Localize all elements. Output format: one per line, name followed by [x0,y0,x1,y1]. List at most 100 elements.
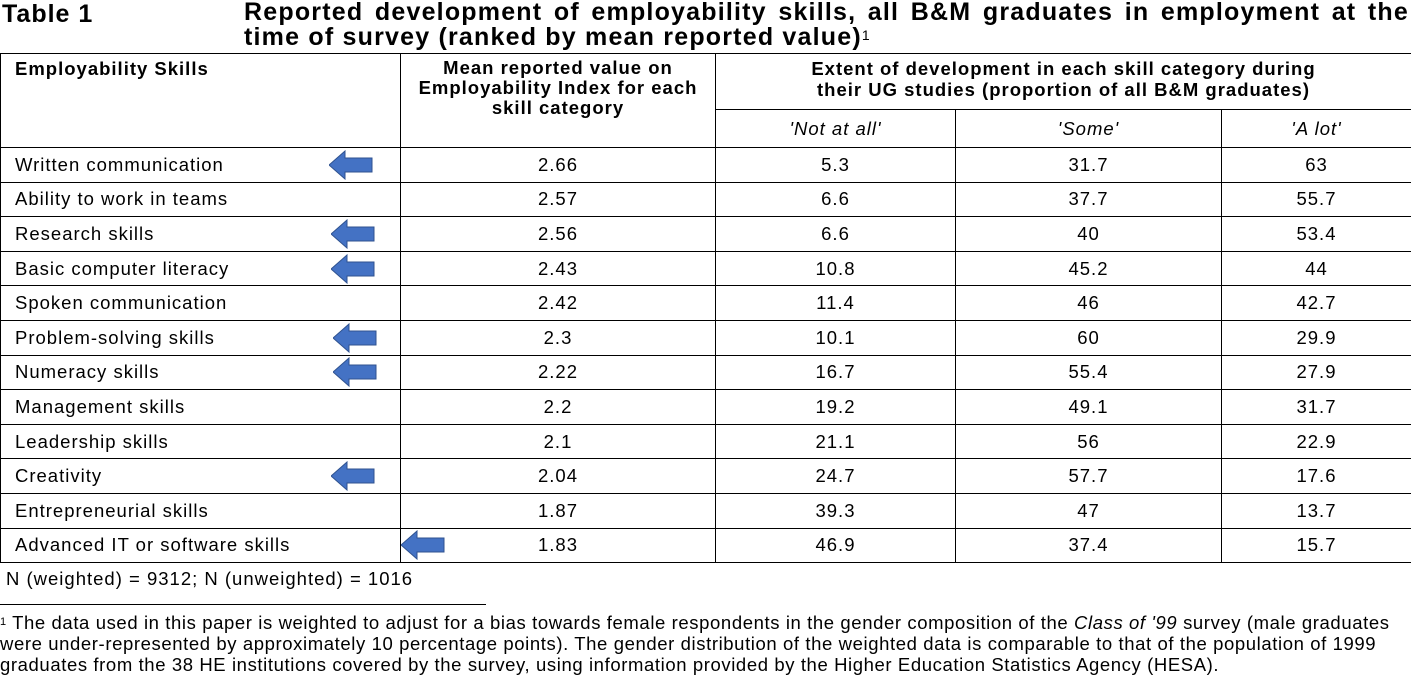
mean-cell-text: 2.57 [537,188,578,210]
a-lot-cell-text: 13.7 [1296,499,1337,521]
some-cell-text: 47 [1077,499,1100,521]
mean-cell-text: 2.22 [537,361,578,383]
a-lot-cell-text: 53.4 [1296,222,1337,244]
skill-cell-text: Ability to work in teams [15,188,229,210]
table-row: Management skills 2.2 19.2 49.1 31.7 [0,389,1411,425]
footnote-text-after: survey (male graduates were under-repres… [0,612,1390,675]
some-cell-text: 49.1 [1068,395,1109,417]
some-cell-text: 56 [1077,430,1100,452]
not-at-all-cell: 10.1 [715,319,956,356]
header-not-at-all: 'Not at all' [715,109,956,148]
mean-cell: 2.22 [400,354,716,391]
mean-cell: 2.43 [400,250,716,287]
not-at-all-cell-text: 6.6 [821,222,850,244]
footnote-text-before: The data used in this paper is weighted … [12,612,1075,633]
skill-cell: Leadership skills [0,423,401,460]
skill-cell-text: Problem-solving skills [15,326,215,348]
skill-cell-text: Research skills [15,222,155,244]
footnote-number: 1 [0,616,7,628]
a-lot-cell: 31.7 [1221,389,1411,425]
a-lot-cell: 44 [1221,250,1411,287]
table-body: Written communication 2.66 5.3 31.7 63 Abilit… [0,147,1411,564]
footnote-ref[interactable]: 1 [861,27,871,43]
some-cell-text: 60 [1077,326,1100,348]
mean-cell-text: 2.56 [537,222,578,244]
some-cell: 40 [955,216,1222,252]
left-arrow-icon [331,218,375,249]
mean-cell: 2.57 [400,181,716,218]
table-row: Written communication 2.66 5.3 31.7 63 [0,147,1411,183]
mean-cell-text: 2.3 [543,326,573,348]
skill-cell-text: Management skills [15,395,186,417]
employability-table: Employability Skills Mean reported value… [0,53,1411,564]
not-at-all-cell-text: 11.4 [816,292,855,314]
a-lot-cell-text: 42.7 [1296,292,1337,314]
mean-cell: 2.42 [400,285,716,321]
footnote-rule [0,604,486,605]
a-lot-cell-text: 44 [1305,257,1328,279]
some-cell-text: 55.4 [1068,361,1109,383]
skill-cell-text: Leadership skills [15,430,169,452]
table-row: Research skills 2.56 6.6 40 53.4 [0,216,1411,252]
a-lot-cell-text: 63 [1305,153,1328,175]
skill-cell-text: Entrepreneurial skills [15,499,209,521]
skill-cell: Basic computer literacy [0,250,401,287]
some-cell: 31.7 [955,147,1222,183]
table-row: Leadership skills 2.1 21.1 56 22.9 [0,423,1411,460]
mean-cell: 1.83 [400,527,716,564]
mean-cell-text: 1.83 [537,534,578,556]
table-row: Spoken communication 2.42 11.4 46 42.7 [0,285,1411,321]
not-at-all-cell: 6.6 [715,181,956,218]
header-extent-line1: Extent of development in each skill cate… [811,58,1316,79]
mean-cell: 2.56 [400,216,716,252]
left-arrow-icon [333,322,377,353]
skill-cell: Problem-solving skills [0,319,401,356]
left-arrow-icon [401,530,445,561]
a-lot-cell-text: 29.9 [1296,326,1337,348]
not-at-all-cell: 21.1 [715,423,956,460]
not-at-all-cell: 10.8 [715,250,956,287]
not-at-all-cell-text: 16.7 [815,361,856,383]
some-cell: 37.4 [955,527,1222,564]
not-at-all-cell: 24.7 [715,458,956,494]
table-row: Numeracy skills 2.22 16.7 55.4 27.9 [0,354,1411,391]
not-at-all-cell: 5.3 [715,147,956,183]
mean-cell: 2.1 [400,423,716,460]
some-cell: 60 [955,319,1222,356]
a-lot-cell: 53.4 [1221,216,1411,252]
table-title: Reported development of employability sk… [244,0,1409,50]
some-cell: 46 [955,285,1222,321]
table-container: Employability Skills Mean reported value… [0,53,1411,564]
a-lot-cell-text: 31.7 [1296,395,1337,417]
mean-cell-text: 2.43 [537,257,578,279]
mean-cell: 2.2 [400,389,716,425]
a-lot-cell: 27.9 [1221,354,1411,391]
mean-cell: 2.3 [400,319,716,356]
a-lot-cell-text: 22.9 [1296,430,1337,452]
a-lot-cell: 63 [1221,147,1411,183]
some-cell: 47 [955,492,1222,529]
mean-cell: 1.87 [400,492,716,529]
a-lot-cell: 13.7 [1221,492,1411,529]
skill-cell-text: Creativity [15,465,103,487]
skill-cell: Advanced IT or software skills [0,527,445,564]
skill-cell: Spoken communication [0,285,401,321]
mean-cell-text: 2.2 [543,395,573,417]
skill-cell: Management skills [0,389,401,425]
skill-cell: Creativity [0,458,401,494]
not-at-all-cell: 11.4 [715,285,956,321]
a-lot-cell: 42.7 [1221,285,1411,321]
not-at-all-cell: 6.6 [715,216,956,252]
skill-cell: Entrepreneurial skills [0,492,401,529]
header-extent-line2: their UG studies (proportion of all B&M … [817,79,1310,100]
not-at-all-cell: 46.9 [715,527,956,564]
some-cell: 49.1 [955,389,1222,425]
table-row: Problem-solving skills 2.3 10.1 60 29.9 [0,319,1411,356]
some-cell-text: 31.7 [1068,153,1109,175]
not-at-all-cell: 19.2 [715,389,956,425]
not-at-all-cell-text: 24.7 [815,465,856,487]
some-cell: 37.7 [955,181,1222,218]
a-lot-cell: 22.9 [1221,423,1411,460]
mean-cell-text: 2.42 [537,292,578,314]
table-row: Ability to work in teams 2.57 6.6 37.7 55.7 [0,181,1411,218]
